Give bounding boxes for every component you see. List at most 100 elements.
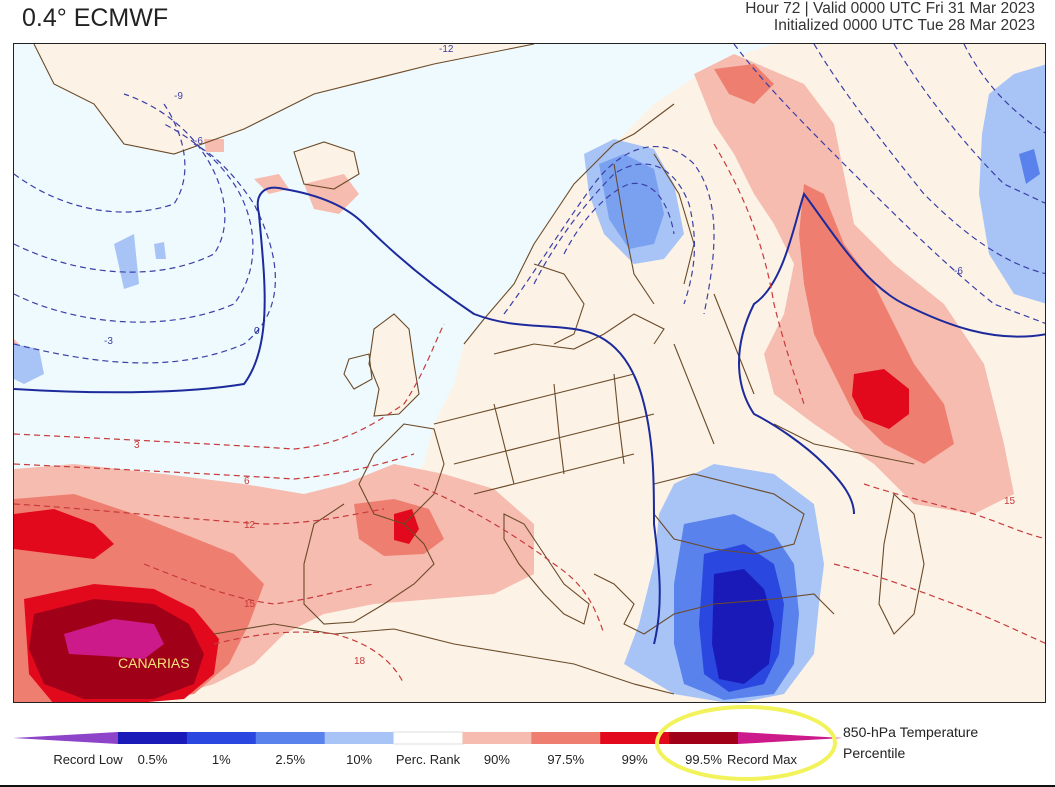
contour-east-minus-6 xyxy=(813,44,1045,275)
britain-coast xyxy=(368,313,420,417)
contour-label: 12 xyxy=(244,520,256,531)
contour-0-east xyxy=(738,191,1045,515)
contour-12 xyxy=(14,503,385,525)
zero-contours xyxy=(14,186,1045,645)
contour-18 xyxy=(213,631,405,685)
shading-97-5pct-russia xyxy=(714,64,954,464)
contour-scand-minus-6 xyxy=(533,163,696,305)
warm-contours xyxy=(14,143,1045,685)
contour-label: 0 xyxy=(254,326,260,337)
colorbar-title-line1: 850-hPa Temperature xyxy=(843,724,979,740)
contour-label: -12 xyxy=(439,44,454,55)
contour-east-minus-12 xyxy=(963,44,1045,134)
contour-east-minus-3 xyxy=(733,44,1045,324)
britain-land xyxy=(369,314,419,416)
colorbar-label: Perc. Rank xyxy=(395,752,461,767)
baltic-coast xyxy=(493,313,665,355)
colorbar-segment xyxy=(255,732,326,744)
colorbar-label: 0.5% xyxy=(137,752,168,767)
colorbar-segment xyxy=(186,732,257,744)
contour-scand-minus-9 xyxy=(563,182,675,255)
contour-label: 6 xyxy=(244,476,250,487)
colorbar-title-line2: Percentile xyxy=(843,745,906,761)
colorbar-segment xyxy=(531,732,601,744)
greenland-coast xyxy=(33,44,535,155)
contour-label: 18 xyxy=(354,656,366,667)
colorbar-label: 1% xyxy=(211,752,231,767)
shading-greenland-10pct xyxy=(14,234,166,384)
colorbar-label: 97.5% xyxy=(547,752,585,767)
sweden-finland-borders xyxy=(533,153,695,345)
temperature-percentile-map: -12 -9 -6 -3 0 3 6 12 15 18 15 -6 CANARI… xyxy=(13,43,1046,703)
contour-east-minus-9 xyxy=(893,44,1045,204)
greenland-land xyxy=(34,44,534,154)
contour-3 xyxy=(14,323,445,450)
cold-anomaly-shading xyxy=(14,64,1045,702)
colorbar-label: 90% xyxy=(483,752,510,767)
shading-russia-10pct xyxy=(979,64,1045,304)
canarias-label: CANARIAS xyxy=(118,655,190,671)
france-coast xyxy=(358,423,445,525)
shading-0-5pct xyxy=(712,569,774,684)
contour-0-west xyxy=(14,186,661,645)
contour-scand-minus-3 xyxy=(503,146,715,315)
shading-99pct-russia xyxy=(852,369,909,429)
shading-90pct-iceland xyxy=(204,139,359,214)
colorbar-labels: Record Low 0.5% 1% 2.5% 10% Perc. Rank 90% 97.5… xyxy=(13,752,843,770)
run-info: Hour 72 | Valid 0000 UTC Fri 31 Mar 2023… xyxy=(745,0,1035,34)
colorbar-segment xyxy=(738,732,843,744)
iberia-coast xyxy=(303,503,435,625)
greece-turkey-coast xyxy=(593,573,835,635)
contour-russia-3 xyxy=(713,143,805,405)
ireland-coast xyxy=(343,353,373,390)
contour-minus-3 xyxy=(14,143,276,364)
colorbar-segment xyxy=(324,732,395,744)
contour-minus-9 xyxy=(14,93,226,273)
contour-label: 3 xyxy=(134,440,140,451)
colorbar-segment xyxy=(600,732,670,744)
bottom-rule xyxy=(0,785,1055,787)
colorbar-segments xyxy=(13,731,843,745)
cold-contours xyxy=(14,44,1045,364)
caspian-coast xyxy=(878,492,925,635)
valid-time: Hour 72 | Valid 0000 UTC Fri 31 Mar 2023 xyxy=(745,0,1035,17)
init-time: Initialized 0000 UTC Tue 28 Mar 2023 xyxy=(773,17,1035,34)
contour-mideast xyxy=(833,563,1045,644)
contour-label: 15 xyxy=(244,599,256,610)
shading-record-max-atlantic xyxy=(64,619,164,659)
contour-label: 15 xyxy=(1004,496,1016,507)
north-africa-coast xyxy=(213,623,675,695)
colorbar-segment xyxy=(462,732,532,744)
shading-russia-2-5pct xyxy=(1019,149,1040,184)
map-title: 0.4° ECMWF xyxy=(22,4,169,32)
colorbar-label: 99% xyxy=(621,752,648,767)
colorbar-segment xyxy=(118,732,188,744)
italy-coast xyxy=(503,513,590,625)
contour-label: -6 xyxy=(954,266,963,277)
colorbar-label: 10% xyxy=(346,752,373,767)
shading-90pct-lake xyxy=(14,339,19,344)
contour-minus-12 xyxy=(14,103,186,213)
contour-label: -9 xyxy=(174,91,183,102)
contour-label: -6 xyxy=(194,136,203,147)
contour-6 xyxy=(14,453,415,480)
colorbar-label: Record Low xyxy=(53,752,123,767)
percentile-colorbar xyxy=(13,731,843,745)
colorbar-segment xyxy=(393,731,464,745)
colorbar-label: Record Max xyxy=(726,752,798,767)
contour-label-group: -12 -9 -6 -3 0 3 6 12 15 18 15 -6 xyxy=(104,44,1016,667)
iceland-coast xyxy=(293,141,360,190)
norway-coast xyxy=(463,103,675,345)
shading-scandinavia-2-5pct xyxy=(599,154,664,249)
contour-caucasus xyxy=(863,483,1045,540)
contour-label: -3 xyxy=(104,336,113,347)
colorbar-title: 850-hPa Temperature Percentile xyxy=(843,722,978,764)
contour-minus-6 xyxy=(14,123,254,323)
contour-15 xyxy=(143,563,375,605)
colorbar-label: 2.5% xyxy=(275,752,306,767)
coastlines xyxy=(33,44,925,695)
inland-borders xyxy=(433,293,915,495)
colorbar-label: 99.5% xyxy=(685,752,722,767)
colorbar-segment xyxy=(669,732,739,744)
contour-med xyxy=(413,483,605,635)
